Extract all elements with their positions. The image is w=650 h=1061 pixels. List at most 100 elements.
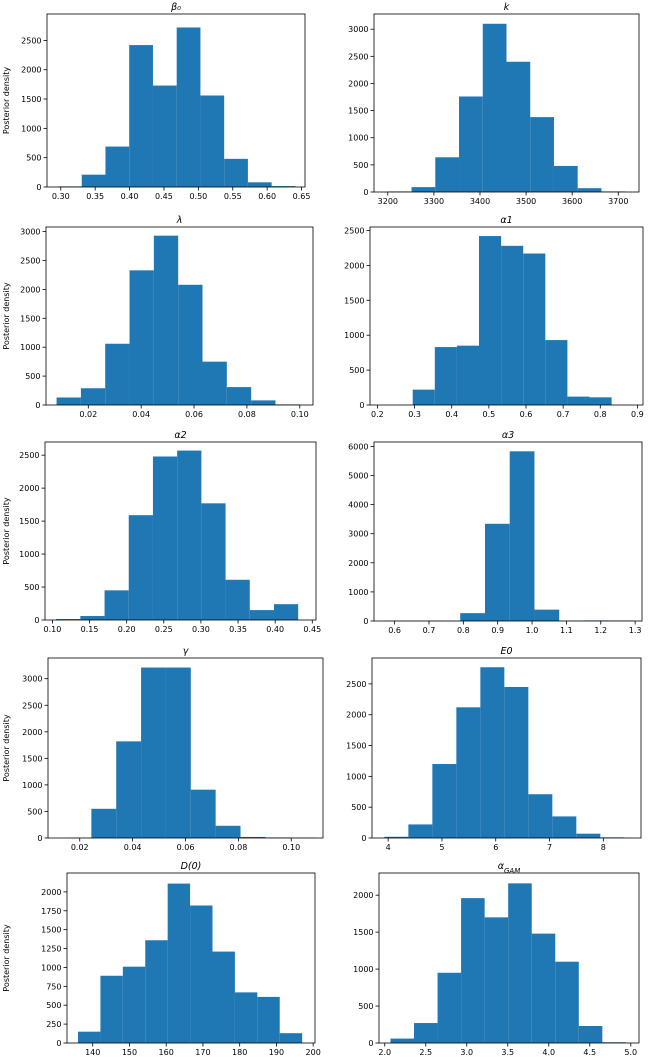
y-axis-label: Posterior density bbox=[2, 714, 11, 781]
histogram-bar bbox=[577, 188, 602, 192]
histogram-bar bbox=[190, 905, 213, 1043]
y-tick-label: 2500 bbox=[346, 680, 366, 689]
x-tick-label: 0.8 bbox=[457, 626, 470, 635]
x-tick-label: 8 bbox=[601, 843, 606, 852]
x-tick-label: 0.04 bbox=[132, 410, 150, 419]
x-tick-label: 0.10 bbox=[282, 843, 300, 852]
histogram-bar bbox=[553, 165, 578, 192]
x-tick-label: 0.15 bbox=[81, 625, 99, 634]
x-tick-label: 1.3 bbox=[629, 626, 642, 635]
panel-title: α3 bbox=[502, 430, 514, 441]
x-tick-label: 0.30 bbox=[192, 625, 210, 634]
histogram-bar bbox=[534, 609, 560, 621]
y-tick-label: 0 bbox=[37, 834, 42, 843]
axes-frame bbox=[378, 872, 640, 1044]
y-tick-label: 1500 bbox=[41, 926, 61, 935]
y-tick-label: 2000 bbox=[348, 559, 368, 568]
y-tick-label: 3000 bbox=[348, 25, 368, 34]
histogram-bar bbox=[408, 824, 433, 838]
panel-title: αGAM bbox=[498, 861, 521, 875]
x-tick-label: 3200 bbox=[378, 197, 398, 206]
histogram-bar bbox=[576, 833, 601, 838]
y-tick-label: 1500 bbox=[346, 742, 366, 751]
y-tick-label: 3000 bbox=[22, 675, 42, 684]
histogram-bar bbox=[479, 236, 502, 405]
x-tick-label: 4.5 bbox=[583, 1048, 596, 1057]
x-tick-label: 0.7 bbox=[423, 626, 436, 635]
histogram-panel: 0.10 0.15 0.20 0.25 0.30 0.35 0.40 0.45 0 500 1000… bbox=[2, 430, 321, 634]
histogram-bar bbox=[508, 883, 532, 1043]
histogram-bar bbox=[414, 1023, 438, 1043]
y-tick-label: 1500 bbox=[353, 928, 373, 937]
y-tick-label: 2000 bbox=[353, 891, 373, 900]
histogram-bar bbox=[249, 610, 274, 620]
histogram-bar bbox=[530, 117, 554, 192]
histogram-panel: 0.2 0.3 0.4 0.5 0.6 0.7 0.8 0.9 0 500 1000 1500 2000… bbox=[344, 215, 644, 419]
x-tick-label: 170 bbox=[195, 1048, 210, 1057]
y-tick-label: 1000 bbox=[353, 965, 373, 974]
histogram-bar bbox=[531, 933, 556, 1043]
x-tick-label: 140 bbox=[85, 1048, 100, 1057]
histogram-bar bbox=[78, 1031, 101, 1043]
histogram-bar bbox=[178, 284, 203, 405]
histogram-bar bbox=[251, 400, 276, 405]
panel-title: k bbox=[504, 2, 510, 13]
y-tick-label: 0 bbox=[35, 401, 40, 410]
panel-title: α1 bbox=[500, 215, 512, 226]
histogram-bar bbox=[482, 23, 507, 192]
histogram-bar bbox=[234, 992, 258, 1043]
histogram-bar bbox=[434, 347, 457, 405]
histogram-bar bbox=[384, 836, 409, 838]
x-tick-label: 4 bbox=[386, 843, 391, 852]
y-axis-label: Posterior density bbox=[2, 282, 11, 349]
histogram-bar bbox=[552, 816, 577, 838]
y-tick-label: 1000 bbox=[344, 331, 364, 340]
x-tick-label: 180 bbox=[232, 1048, 247, 1057]
histogram-bar bbox=[523, 253, 546, 405]
histogram-bar bbox=[56, 619, 81, 620]
axes-frame bbox=[44, 441, 317, 621]
y-tick-label: 2500 bbox=[348, 52, 368, 61]
histogram-bar bbox=[200, 95, 225, 187]
x-tick-label: 3600 bbox=[562, 197, 582, 206]
y-tick-label: 1250 bbox=[41, 945, 61, 954]
x-tick-label: 0.7 bbox=[557, 410, 570, 419]
x-tick-label: 0.9 bbox=[631, 410, 644, 419]
panel-title: β₀ bbox=[170, 2, 181, 13]
y-tick-label: 2000 bbox=[19, 484, 39, 493]
y-tick-label: 500 bbox=[46, 1001, 61, 1010]
y-tick-label: 500 bbox=[25, 372, 40, 381]
y-tick-label: 2500 bbox=[20, 257, 40, 266]
x-tick-label: 3300 bbox=[424, 197, 444, 206]
x-tick-label: 0.9 bbox=[491, 626, 504, 635]
y-tick-label: 6000 bbox=[348, 442, 368, 451]
y-tick-label: 2000 bbox=[344, 261, 364, 270]
x-tick-label: 0.25 bbox=[155, 625, 173, 634]
histogram-bar bbox=[484, 523, 510, 621]
x-tick-label: 0.60 bbox=[258, 192, 276, 201]
y-tick-label: 5000 bbox=[348, 471, 368, 480]
y-tick-label: 1000 bbox=[20, 343, 40, 352]
panel-title: λ bbox=[176, 215, 183, 226]
y-tick-label: 500 bbox=[27, 807, 42, 816]
x-tick-label: 150 bbox=[122, 1048, 137, 1057]
y-tick-label: 3000 bbox=[348, 530, 368, 539]
y-tick-label: 0 bbox=[359, 401, 364, 410]
y-tick-label: 500 bbox=[358, 1002, 373, 1011]
y-tick-label: 2500 bbox=[21, 36, 41, 45]
x-tick-label: 0.40 bbox=[121, 192, 139, 201]
histogram-bar bbox=[190, 789, 216, 838]
axes-frame bbox=[46, 13, 306, 188]
histogram-bar bbox=[152, 456, 178, 620]
y-axis-label: Posterior density bbox=[2, 924, 11, 991]
histogram-bar bbox=[460, 613, 485, 621]
x-tick-label: 0.55 bbox=[224, 192, 242, 201]
histogram-panel: 0.02 0.04 0.06 0.08 0.10 0 500 1000 1500 2000 2500… bbox=[2, 215, 314, 419]
axes-frame bbox=[45, 226, 314, 406]
histogram-panel: 2.0 2.5 3.0 3.5 4.0 4.5 5.0 0 500 1000 1500 2000 αGA… bbox=[353, 861, 640, 1057]
histogram-panel: 0.02 0.04 0.06 0.08 0.10 0 500 1000 1500 2000 2500… bbox=[2, 646, 324, 852]
histogram-bar bbox=[129, 270, 154, 405]
y-tick-label: 3000 bbox=[20, 228, 40, 237]
histogram-bar bbox=[484, 917, 509, 1043]
y-tick-label: 0 bbox=[56, 1039, 61, 1048]
